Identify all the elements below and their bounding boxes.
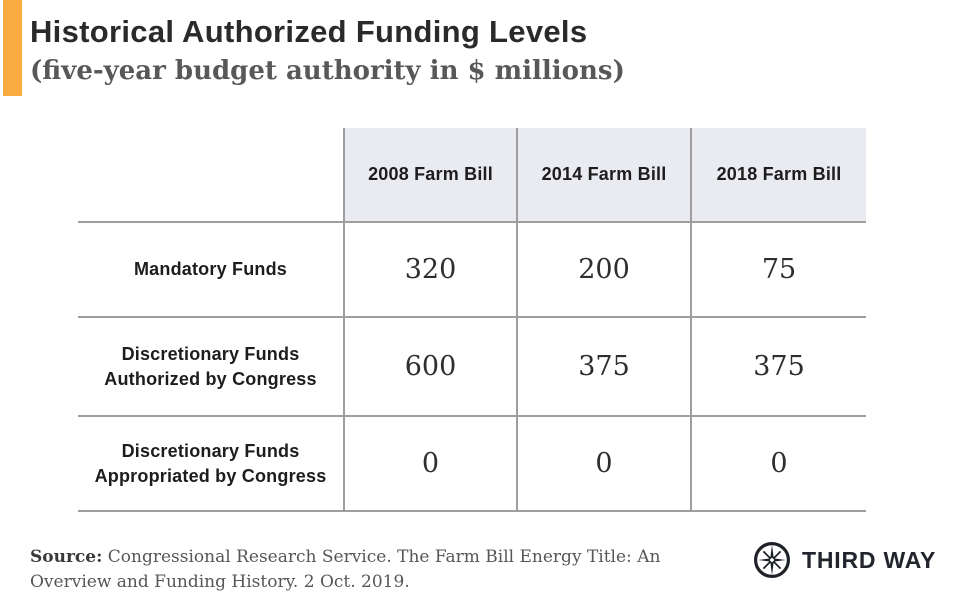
- accent-bar: [3, 0, 22, 96]
- table-row-mandatory-funds: Mandatory Funds 320 200 75: [78, 223, 866, 318]
- source-text: Congressional Research Service. The Farm…: [30, 547, 661, 592]
- cell-value: 75: [690, 223, 866, 316]
- table-row-discretionary-appropriated: Discretionary Funds Appropriated by Cong…: [78, 417, 866, 512]
- cell-value: 0: [343, 417, 516, 510]
- funding-table: 2008 Farm Bill 2014 Farm Bill 2018 Farm …: [78, 128, 866, 512]
- cell-value: 375: [516, 318, 690, 415]
- row-label: Discretionary Funds Appropriated by Cong…: [94, 441, 327, 486]
- cell-value: 375: [690, 318, 866, 415]
- row-label: Mandatory Funds: [133, 259, 287, 280]
- cell-value: 600: [343, 318, 516, 415]
- header-corner-cell: [78, 128, 343, 221]
- source-label: Source:: [30, 547, 103, 567]
- page-subtitle: (five-year budget authority in $ million…: [30, 56, 625, 86]
- table-row-discretionary-authorized: Discretionary Funds Authorized by Congre…: [78, 318, 866, 417]
- logo-wordmark: THIRD WAY: [802, 546, 937, 573]
- thirdway-logo: THIRD WAY: [752, 540, 936, 580]
- cell-value: 320: [343, 223, 516, 316]
- column-header-2014: 2014 Farm Bill: [516, 128, 690, 221]
- compass-rose-icon: [754, 542, 790, 578]
- cell-value: 200: [516, 223, 690, 316]
- column-header-2018: 2018 Farm Bill: [690, 128, 866, 221]
- source-note: Source: Congressional Research Service. …: [30, 545, 742, 594]
- cell-value: 0: [690, 417, 866, 510]
- row-label: Discretionary Funds Authorized by Congre…: [104, 344, 317, 389]
- page-title: Historical Authorized Funding Levels: [30, 14, 588, 49]
- column-header-2008: 2008 Farm Bill: [343, 128, 516, 221]
- cell-value: 0: [516, 417, 690, 510]
- table-header-row: 2008 Farm Bill 2014 Farm Bill 2018 Farm …: [78, 128, 866, 223]
